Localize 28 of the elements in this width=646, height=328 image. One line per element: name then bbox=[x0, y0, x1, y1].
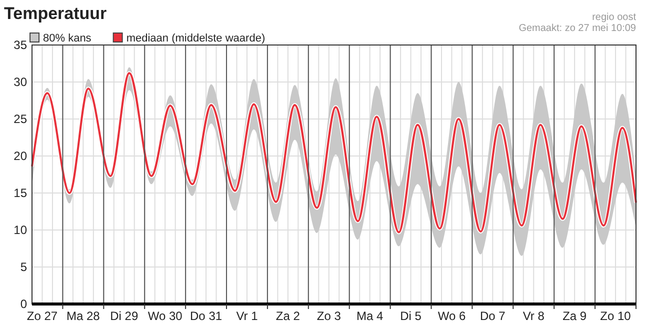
x-tick-label: Zo 10 bbox=[600, 309, 632, 323]
y-tick-label: 35 bbox=[14, 38, 28, 52]
y-tick-label: 30 bbox=[14, 75, 28, 90]
legend-label: mediaan (middelste waarde) bbox=[126, 32, 266, 44]
x-tick-label: Vr 8 bbox=[522, 309, 545, 323]
x-tick-label: Ma 28 bbox=[66, 309, 100, 323]
x-tick-label: Vr 1 bbox=[236, 309, 258, 323]
x-tick-label: Do 7 bbox=[480, 309, 506, 323]
y-tick-label: 25 bbox=[14, 112, 28, 126]
x-tick-label: Di 5 bbox=[400, 309, 422, 323]
x-tick-label: Di 29 bbox=[110, 309, 138, 323]
y-tick-label: 15 bbox=[14, 186, 28, 200]
text: regio oost bbox=[592, 12, 636, 23]
x-tick-label: Zo 27 bbox=[26, 309, 58, 323]
x-tick-label: Za 2 bbox=[276, 309, 300, 323]
x-tick-label: Wo 6 bbox=[438, 309, 466, 323]
x-tick-label: Do 31 bbox=[190, 309, 222, 323]
text: Gemaakt: zo 27 mei 10:09 bbox=[518, 23, 636, 34]
y-tick-label: 0 bbox=[20, 297, 28, 312]
legend-title: 80% kans bbox=[43, 32, 92, 44]
x-tick-label: Wo 30 bbox=[148, 309, 183, 323]
x-tick-label: Zo 3 bbox=[316, 309, 342, 323]
x-tick-label: Za 9 bbox=[562, 309, 587, 323]
y-tick-label: 20 bbox=[14, 149, 28, 164]
y-tick-label: 10 bbox=[14, 223, 28, 238]
y-tick-label: 5 bbox=[20, 260, 28, 274]
chart-title: Temperatuur bbox=[4, 4, 108, 23]
x-tick-label: Ma 4 bbox=[356, 309, 384, 323]
